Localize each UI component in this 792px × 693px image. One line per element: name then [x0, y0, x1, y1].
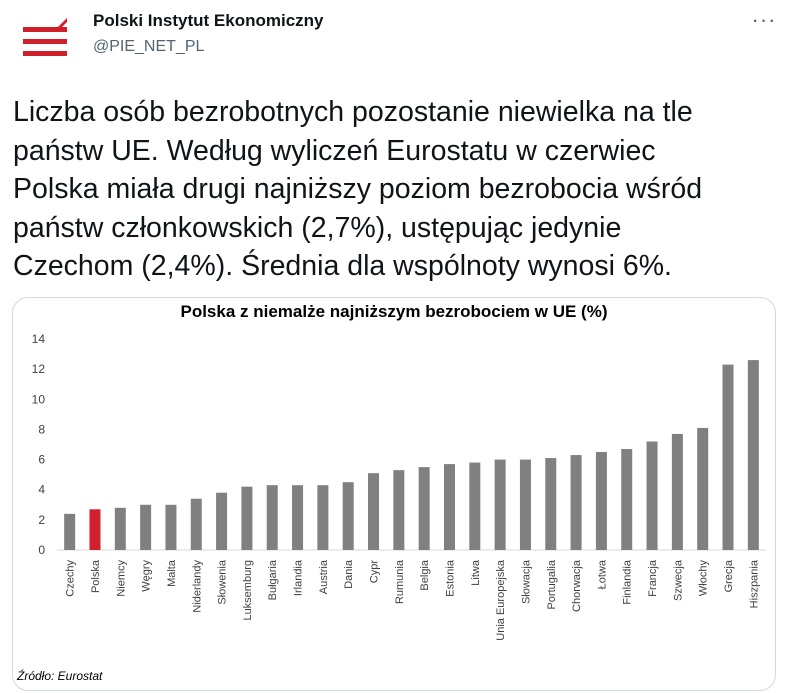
x-tick-label: Francja: [647, 559, 659, 597]
x-tick-label: Szwecja: [672, 559, 684, 601]
bar-Cypr: [368, 473, 380, 550]
bar-Niemcy: [114, 507, 126, 550]
x-tick-label: Cypr: [369, 560, 381, 584]
tweet-text: Liczba osób bezrobotnych pozostanie niew…: [13, 96, 703, 283]
author-name[interactable]: Polski Instytut Ekonomiczny: [93, 11, 324, 30]
x-tick-label: Słowenia: [217, 559, 229, 605]
bar-chart: 0 2 4 6 8 10 12 14 Czechy Polska Niemcy Węgry Malta N…: [32, 332, 766, 641]
bar-Słowacja: [519, 459, 531, 550]
x-tick-label: Węgry: [141, 560, 153, 592]
bar-Unia Europejska: [494, 459, 506, 550]
more-options-button[interactable]: ···: [746, 6, 782, 42]
x-tick-label: Rumunia: [394, 559, 406, 604]
bar-Łotwa: [595, 452, 607, 550]
bar-Rumunia: [393, 470, 405, 550]
bar-Szwecja: [671, 433, 683, 550]
bar-Irlandia: [292, 485, 304, 550]
x-tick-label: Portugalia: [546, 559, 558, 609]
x-tick-label: Polska: [90, 559, 102, 593]
y-tick-label: 6: [38, 453, 45, 467]
x-tick-label: Łotwa: [596, 559, 608, 589]
bar-Hiszpania: [747, 360, 759, 550]
x-tick-label: Czechy: [65, 560, 77, 597]
y-tick-label: 10: [32, 392, 46, 406]
x-tick-label: Estonia: [444, 559, 456, 597]
pie-logo-icon[interactable]: [18, 12, 72, 66]
y-tick-label: 8: [38, 422, 45, 436]
y-tick-label: 14: [32, 332, 46, 346]
x-tick-label: Dania: [343, 559, 355, 589]
chart-image[interactable]: 0 2 4 6 8 10 12 14 Czechy Polska Niemcy Węgry Malta N…: [12, 297, 776, 691]
bar-Litwa: [469, 462, 481, 550]
bar-Słowenia: [216, 492, 228, 550]
y-tick-label: 2: [38, 513, 45, 527]
x-tick-label: Chorwacja: [571, 559, 583, 612]
more-options-icon: ···: [751, 7, 777, 32]
author-handle[interactable]: @PIE_NET_PL: [93, 38, 205, 55]
x-tick-label: Niderlandy: [191, 560, 203, 613]
bar-Chorwacja: [570, 455, 582, 550]
x-tick-label: Finlandia: [622, 559, 634, 605]
x-tick-label: Austria: [318, 559, 330, 594]
bar-Malta: [165, 504, 177, 550]
bar-Finlandia: [621, 449, 633, 550]
x-tick-label: Luksemburg: [242, 560, 254, 621]
x-tick-label: Grecja: [723, 559, 735, 592]
x-tick-label: Litwa: [470, 559, 482, 586]
bar-Grecja: [722, 364, 734, 550]
bar-Luksemburg: [241, 486, 253, 550]
y-tick-label: 12: [32, 362, 46, 376]
x-tick-label: Włochy: [698, 560, 710, 597]
bar-Portugalia: [545, 458, 557, 550]
bar-Estonia: [443, 464, 455, 550]
chart-title: Polska z niemalże najniższym bezrobociem…: [180, 302, 608, 321]
x-tick-label: Belgia: [419, 559, 431, 590]
bar-Dania: [342, 482, 354, 550]
x-tick-label: Hiszpania: [748, 559, 760, 608]
bar-Belgia: [418, 467, 430, 550]
x-tick-label: Malta: [166, 559, 178, 587]
bar-Czechy: [64, 513, 76, 550]
bar-Węgry: [140, 504, 152, 550]
y-tick-label: 0: [38, 543, 45, 557]
x-tick-label: Unia Europejska: [495, 559, 507, 641]
bar-Włochy: [697, 427, 709, 550]
x-tick-label: Słowacja: [520, 559, 532, 604]
x-tick-label: Irlandia: [293, 559, 305, 596]
bar-Niderlandy: [190, 498, 202, 550]
bar-Francja: [646, 441, 658, 550]
y-tick-label: 4: [38, 483, 45, 497]
bar-Polska: [89, 509, 101, 550]
x-tick-label: Niemcy: [115, 560, 127, 597]
bar-Bułgaria: [266, 485, 278, 550]
bar-Austria: [317, 485, 329, 550]
source-note: Źródło: Eurostat: [17, 669, 103, 683]
x-tick-label: Bułgaria: [267, 559, 279, 600]
